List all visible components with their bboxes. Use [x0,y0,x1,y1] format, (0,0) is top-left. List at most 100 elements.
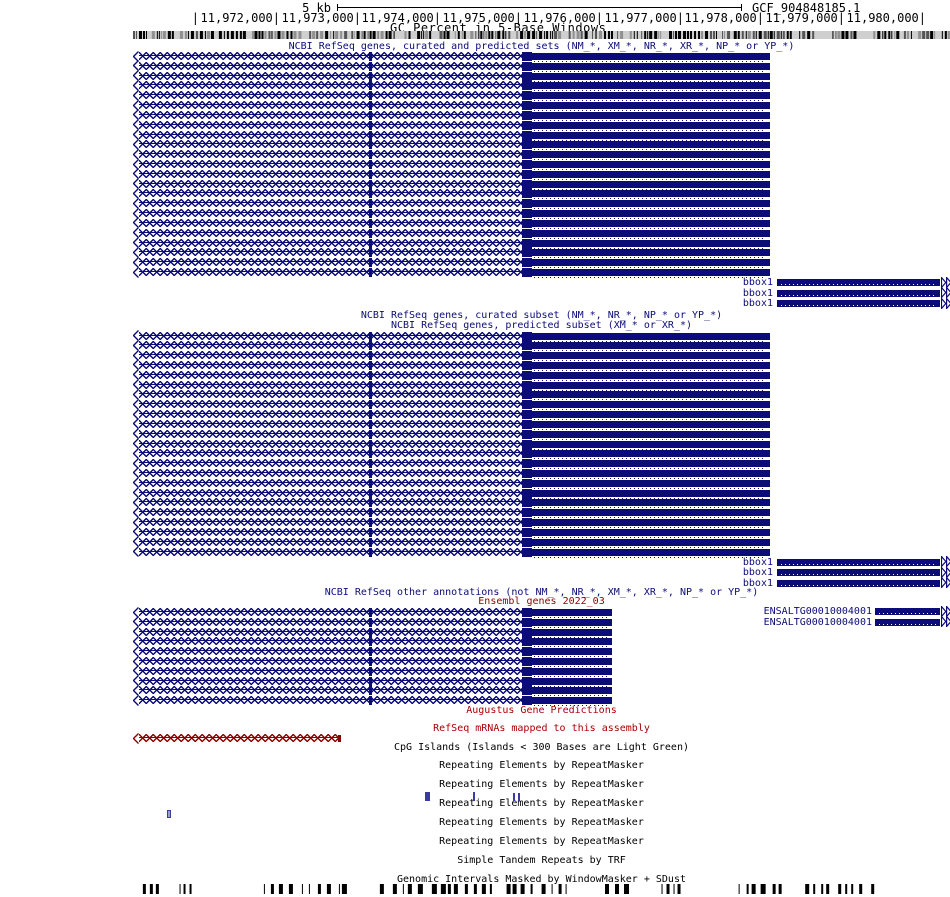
trf-title[interactable]: Simple Tandem Repeats by TRF [457,855,626,866]
thick-bar [522,170,770,178]
ruler-tick-label[interactable]: 11,980,000| [846,11,926,25]
exon-block [522,468,532,478]
intron-line [139,647,523,656]
exon-block [522,71,532,81]
exon-block-small [369,547,372,557]
intron-line [139,617,523,626]
continues-left-icon [133,665,139,677]
gc-percent-band[interactable] [133,31,950,39]
arrow-dots [534,277,766,279]
exon-block-small [369,449,372,459]
intron-line [139,508,523,517]
exon-block [522,160,532,170]
exon-block-small [369,199,372,209]
continues-right-icon [941,605,950,617]
intron-line [139,81,523,90]
exon-block [522,130,532,140]
repeatmasker-title-5[interactable]: Repeating Elements by RepeatMasker [439,836,644,847]
continues-left-icon [133,418,139,430]
repeat-element-mark[interactable] [513,793,515,801]
exon-block [522,91,532,101]
gene-label: bbox1 [742,556,773,568]
arrow-dots [534,675,608,677]
windowmasker-title[interactable]: Genomic Intervals Masked by WindowMasker… [397,874,686,885]
intron-line [139,101,523,110]
ruler-tick-label[interactable]: 11,972,000| [200,11,280,25]
refseq-curated-title[interactable]: NCBI RefSeq genes, curated subset (NM_*,… [360,310,723,321]
thick-bar [522,677,612,685]
intron-line [139,91,523,100]
refseq-other-title[interactable]: NCBI RefSeq other annotations (not NM_*,… [324,587,759,598]
thick-bar [522,72,770,80]
intron-line [139,518,523,527]
continues-left-icon [133,89,139,101]
thick-bar [522,219,770,227]
refseq-mrna-title[interactable]: RefSeq mRNAs mapped to this assembly [433,723,650,734]
repeatmasker-title-1[interactable]: Repeating Elements by RepeatMasker [439,760,644,771]
thick-bar [522,53,770,60]
repeatmasker-title-3[interactable]: Repeating Elements by RepeatMasker [439,798,644,809]
exon-block [522,508,532,518]
ruler-tick-label[interactable]: 11,979,000| [765,11,845,25]
augustus-title[interactable]: Augustus Gene Predictions [466,705,617,716]
intron-line [139,400,523,409]
ruler-tick-label[interactable]: 11,973,000| [281,11,361,25]
intron-line [139,419,523,428]
arrow-dots [534,110,766,112]
exon-block-small [369,390,372,400]
refseq-predicted-title[interactable]: NCBI RefSeq genes, predicted subset (XM_… [390,320,693,331]
continues-left-icon [133,506,139,518]
ruler-tick-label[interactable]: 11,976,000| [523,11,603,25]
gene-label: bbox1 [742,577,773,589]
exon-block-small [369,608,372,617]
exon-block [522,218,532,228]
intron-line [139,439,523,448]
thick-bar [522,697,612,705]
ruler-tick-label[interactable]: | [191,11,199,25]
exon-block-small [369,478,372,488]
continues-left-icon [133,388,139,400]
ensembl-title[interactable]: Ensembl genes 2022_03 [478,596,605,607]
repeat-element-mark[interactable] [473,792,475,801]
intron-line [139,429,523,438]
arrow-dots [534,119,766,121]
exon-block-small [369,228,372,238]
intron-line [139,410,523,419]
continues-left-icon [133,408,139,420]
ruler-tick-label[interactable]: 11,978,000| [684,11,764,25]
thick-bar [522,658,612,665]
arrow-dots [534,685,608,687]
continues-left-icon [133,616,139,628]
arrow-dots [534,705,608,707]
exon-block [522,429,532,439]
intron-line [139,110,523,119]
exon-block-small [369,410,372,420]
continues-left-icon [133,467,139,479]
continues-left-icon [133,168,139,180]
windowmasker-band[interactable] [133,884,950,894]
arrow-dots [781,305,936,306]
repeat-element-mark[interactable] [425,792,430,801]
repeatmasker-title-4[interactable]: Repeating Elements by RepeatMasker [439,817,644,828]
refseq-all-title[interactable]: NCBI RefSeq genes, curated and predicted… [288,41,795,52]
repeatmasker-title-2[interactable]: Repeating Elements by RepeatMasker [439,779,644,790]
exon-block-small [369,439,372,449]
ruler-tick-label[interactable]: 11,974,000| [361,11,441,25]
exon-block-small [369,617,372,627]
repeat-element-mark[interactable] [167,810,171,818]
ruler-tick-label[interactable]: 11,975,000| [442,11,522,25]
thick-bar [522,131,770,139]
exon-block [522,101,532,111]
thick-bar [522,528,770,536]
repeat-element-mark[interactable] [518,793,520,801]
arrow-dots [534,428,766,430]
cpg-islands-title[interactable]: CpG Islands (Islands < 300 Bases are Lig… [393,742,689,753]
exon-block-small [369,429,372,439]
exon-block [522,627,532,637]
continues-left-icon [133,109,139,121]
exon-block [522,268,532,278]
arrow-dots [534,536,766,538]
ruler-tick-label[interactable]: 11,977,000| [604,11,684,25]
exon-block [522,676,532,686]
thick-bar [522,440,770,448]
